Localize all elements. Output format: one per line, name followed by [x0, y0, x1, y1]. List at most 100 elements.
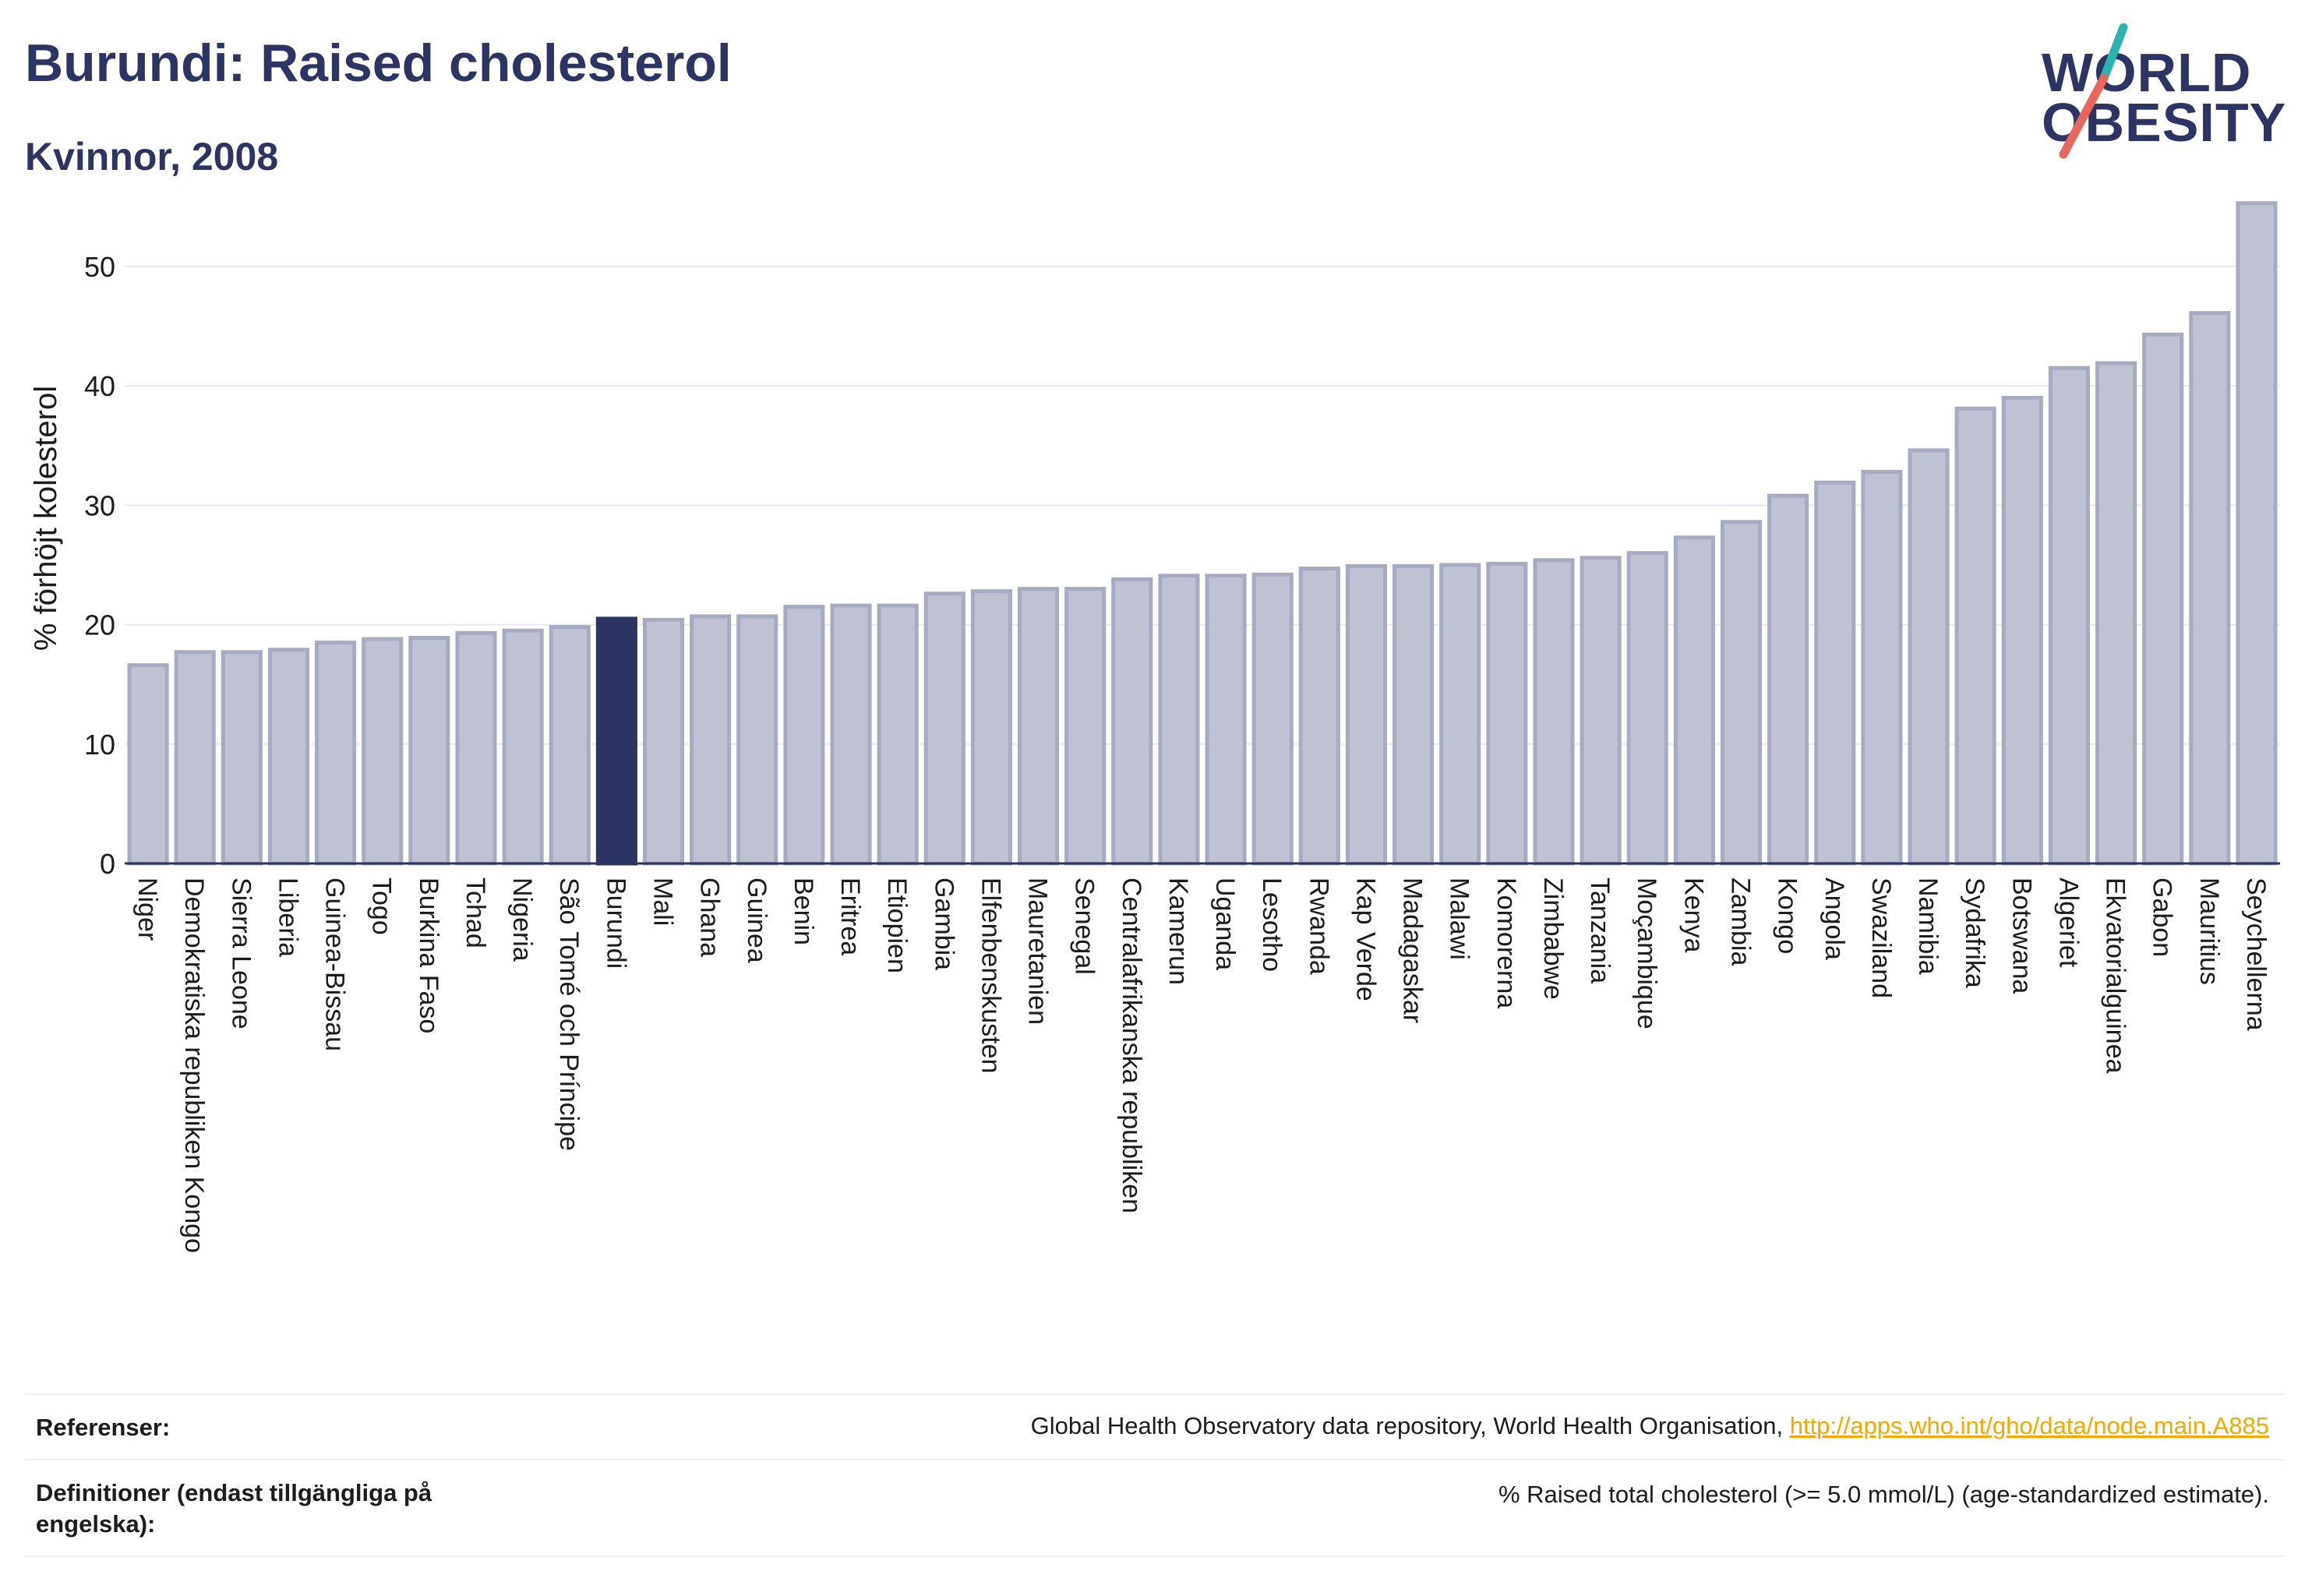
x-tick-label: Algeriet: [2053, 877, 2083, 968]
footer-divider-top: [25, 1393, 2285, 1395]
bar[interactable]: [2142, 332, 2184, 866]
bar[interactable]: [1393, 563, 1435, 866]
bar[interactable]: [127, 663, 169, 866]
x-tick-label: Burkina Faso: [414, 877, 443, 1033]
x-tick-label: Mauritius: [2194, 877, 2224, 985]
bar[interactable]: [970, 589, 1012, 866]
bar[interactable]: [1626, 551, 1668, 866]
chart-title: Burundi: Raised cholesterol: [25, 34, 732, 93]
bar[interactable]: [502, 628, 544, 866]
x-tick-label: Togo: [367, 877, 397, 935]
references-link[interactable]: http://apps.who.int/gho/data/node.main.A…: [1789, 1412, 2269, 1439]
x-tick-label: Tanzania: [1585, 877, 1615, 983]
bar[interactable]: [1908, 448, 1950, 866]
x-tick-label: Guinea-Bissau: [320, 877, 350, 1051]
bar[interactable]: [1298, 567, 1340, 866]
x-tick-label: Komorerna: [1491, 877, 1521, 1008]
bar[interactable]: [2048, 365, 2090, 866]
references-value: Global Health Observatory data repositor…: [1031, 1412, 2269, 1440]
chart-subtitle: Kvinnor, 2008: [25, 135, 279, 178]
bar[interactable]: [1064, 587, 1107, 866]
bar[interactable]: [408, 635, 450, 866]
y-tick-label: 10: [84, 729, 115, 761]
x-tick-label: Etiopien: [882, 877, 912, 973]
bar[interactable]: [315, 641, 357, 866]
bar[interactable]: [1720, 520, 1763, 866]
x-tick-label: Kenya: [1678, 877, 1708, 952]
bar[interactable]: [2001, 395, 2043, 866]
x-tick-label: Madagaskar: [1398, 877, 1428, 1023]
bar[interactable]: [267, 648, 310, 866]
bar[interactable]: [1345, 563, 1388, 866]
x-tick-label: Nigeria: [507, 877, 537, 962]
bar[interactable]: [923, 591, 965, 866]
bar[interactable]: [221, 650, 263, 866]
world-obesity-logo[interactable]: WORLD OBESITY: [2034, 23, 2286, 164]
bar[interactable]: [1017, 587, 1060, 866]
bars: [127, 201, 2278, 866]
x-tick-label: Kap Verde: [1350, 877, 1380, 1001]
x-tick-label: Senegal: [1070, 877, 1100, 975]
x-tick-label: Swaziland: [1866, 877, 1896, 998]
bar[interactable]: [1158, 574, 1200, 866]
x-tick-label: Benin: [789, 877, 818, 945]
x-tick-label: Zambia: [1726, 877, 1756, 966]
x-tick-label: Niger: [132, 877, 162, 941]
definitions-value: % Raised total cholesterol (>= 5.0 mmol/…: [1498, 1481, 2269, 1508]
x-tick-label: Ghana: [695, 877, 725, 957]
bar[interactable]: [455, 630, 497, 866]
bar[interactable]: [1767, 493, 1809, 866]
bar[interactable]: [2189, 311, 2231, 866]
bar[interactable]: [1533, 558, 1575, 866]
x-tick-label: Botswana: [2007, 877, 2036, 994]
x-tick-label: Mauretanien: [1023, 877, 1053, 1025]
bar[interactable]: [1205, 574, 1247, 866]
bar[interactable]: [830, 603, 872, 866]
bar[interactable]: [1954, 406, 1996, 866]
logo-slash-icon: [2059, 23, 2128, 159]
bar[interactable]: [783, 605, 825, 866]
bar[interactable]: [1251, 572, 1294, 866]
y-tick-label: 20: [84, 609, 115, 641]
y-tick-label: 0: [100, 848, 115, 880]
x-tick-label: Malawi: [1445, 877, 1474, 960]
bar[interactable]: [1814, 480, 1856, 866]
bar[interactable]: [1439, 563, 1481, 866]
x-tick-label: Gabon: [2148, 877, 2177, 957]
x-tick-label: Burundi: [601, 877, 630, 969]
bar[interactable]: [877, 603, 919, 866]
bar[interactable]: [549, 625, 591, 866]
bar[interactable]: [174, 650, 216, 866]
y-tick-label: 40: [84, 370, 115, 402]
x-tick-label: Lesotho: [1257, 877, 1287, 972]
x-tick-label: Uganda: [1210, 877, 1240, 970]
x-tick-label: Demokratiska republiken Kongo: [179, 877, 209, 1253]
y-axis-label: % förhöjt kolesterol: [29, 386, 63, 651]
bar[interactable]: [362, 637, 404, 866]
x-tick-label: Gambia: [929, 877, 958, 970]
bar[interactable]: [1580, 556, 1622, 866]
x-tick-label: Eritrea: [835, 877, 865, 955]
x-tick-label: Liberia: [273, 877, 302, 957]
y-tick-label: 50: [84, 251, 115, 283]
bar[interactable]: [1486, 561, 1528, 866]
references-text: Global Health Observatory data repositor…: [1030, 1412, 1790, 1439]
x-axis-labels: Niger Demokratiska republiken Kongo Sierra…: [132, 877, 2271, 1253]
bar[interactable]: [1673, 535, 1715, 866]
footer-divider-bottom: [25, 1555, 2285, 1557]
x-tick-label: Kamerun: [1163, 877, 1193, 985]
bar[interactable]: [736, 614, 778, 866]
bar-highlighted[interactable]: [595, 616, 637, 866]
bar[interactable]: [642, 617, 685, 866]
bar[interactable]: [1111, 577, 1153, 866]
x-tick-label: Mali: [648, 877, 678, 926]
bar[interactable]: [2095, 361, 2137, 866]
x-tick-label: Elfenbenskusten: [976, 877, 1005, 1073]
y-tick-label: 30: [84, 489, 115, 521]
bar[interactable]: [2236, 201, 2278, 866]
x-tick-label: Kongo: [1773, 877, 1802, 954]
references-label: Referenser:: [36, 1414, 171, 1441]
footer-divider-middle: [25, 1459, 2285, 1460]
bar[interactable]: [1861, 469, 1903, 866]
bar[interactable]: [690, 614, 732, 866]
